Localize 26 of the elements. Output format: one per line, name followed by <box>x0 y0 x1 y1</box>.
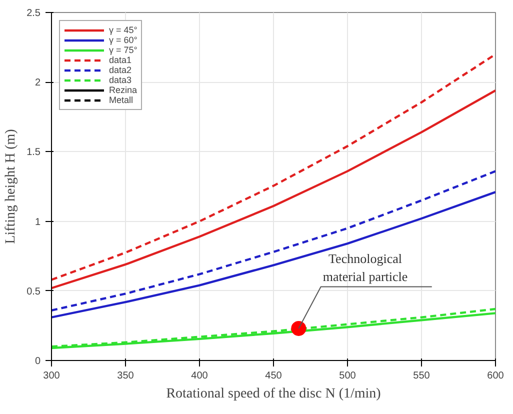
y-tick-label: 0 <box>34 356 41 367</box>
line-series <box>52 170 496 312</box>
x-tick-label: 550 <box>413 370 430 382</box>
x-tick-label: 500 <box>339 370 356 382</box>
legend-label: Metall <box>109 95 134 105</box>
x-axis-title: Rotational speed of the disc N (1/min) <box>166 386 382 402</box>
x-tick-label: 400 <box>191 370 208 382</box>
x-tick-label: 450 <box>265 370 282 382</box>
legend-label: γ = 75° <box>109 45 138 55</box>
y-tick-label: 0.5 <box>26 286 41 298</box>
y-tick-label: 1.5 <box>26 147 41 158</box>
x-tick-label: 300 <box>43 370 60 382</box>
x-tick-label: 600 <box>487 370 504 382</box>
y-tick-label: 2.5 <box>26 8 41 19</box>
y-axis-title: Lifting height H (m) <box>4 128 19 244</box>
legend-label: data3 <box>109 75 132 85</box>
legend-label: data1 <box>109 55 132 65</box>
legend-label: data2 <box>109 65 132 75</box>
legend-label: Rezina <box>109 85 138 95</box>
line-series <box>52 190 496 318</box>
legend-label: γ = 45° <box>109 25 138 35</box>
annotation: Technological material particle <box>322 250 408 284</box>
y-tick-label: 1 <box>34 216 41 228</box>
y-tick-label: 2 <box>34 78 41 89</box>
legend-label: γ = 60° <box>109 35 138 45</box>
x-tick-label: 350 <box>117 370 134 382</box>
